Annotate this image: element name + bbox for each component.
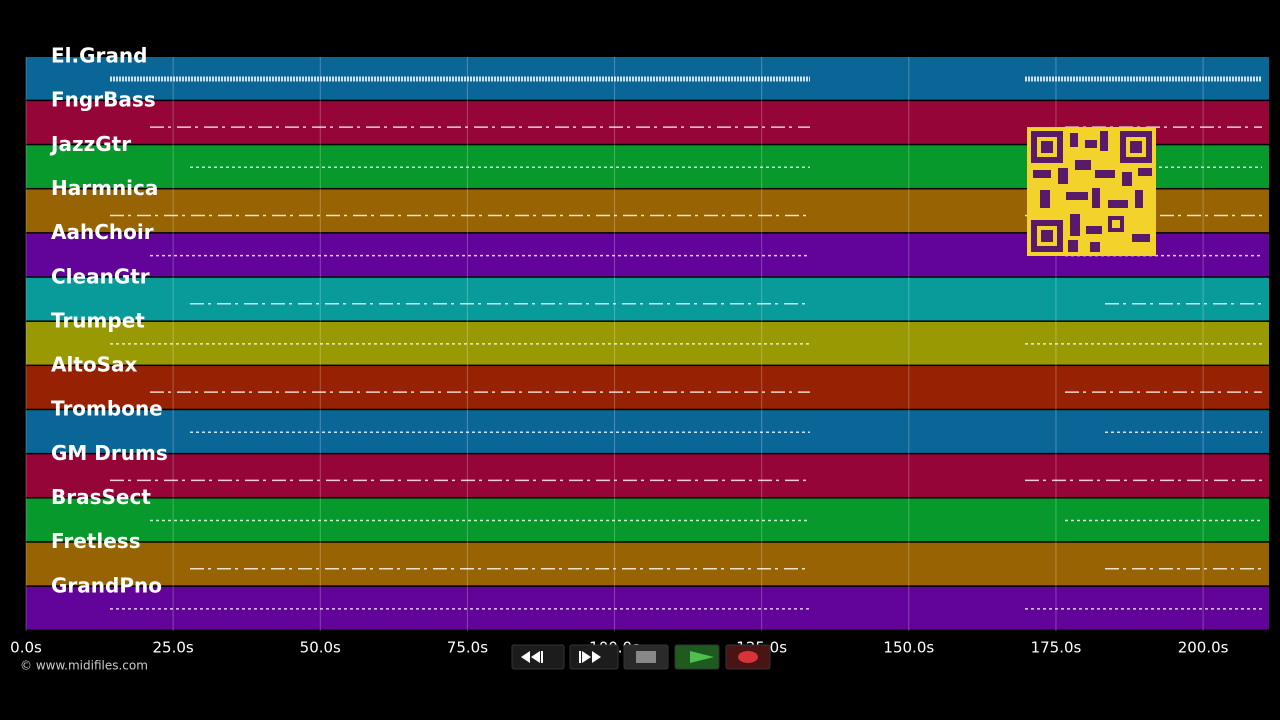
track-band bbox=[26, 277, 1269, 321]
track-band bbox=[26, 542, 1269, 586]
x-tick-label: 50.0s bbox=[300, 639, 341, 657]
copyright: © www.midifiles.com bbox=[20, 659, 148, 673]
transport-controls bbox=[511, 644, 771, 670]
fast-forward-button[interactable] bbox=[569, 644, 619, 670]
x-tick-label: 175.0s bbox=[1031, 639, 1082, 657]
track-name: AltoSax bbox=[51, 353, 138, 377]
track-name: Fretless bbox=[51, 529, 141, 553]
x-tick-label: 200.0s bbox=[1178, 639, 1229, 657]
track-name: AahChoir bbox=[51, 220, 154, 244]
track-name: GM Drums bbox=[51, 441, 168, 465]
track-name: Harmnica bbox=[51, 176, 158, 200]
track-name: CleanGtr bbox=[51, 264, 150, 288]
track-name: Trumpet bbox=[51, 308, 145, 332]
track-band bbox=[26, 366, 1269, 409]
track-name: FngrBass bbox=[51, 88, 156, 112]
play-button[interactable] bbox=[674, 644, 720, 670]
track-name: Trombone bbox=[51, 397, 163, 421]
x-tick-label: 25.0s bbox=[153, 639, 194, 657]
x-tick-label: 75.0s bbox=[447, 639, 488, 657]
rewind-button[interactable] bbox=[511, 644, 565, 670]
x-tick-label: 150.0s bbox=[883, 639, 934, 657]
track-name: JazzGtr bbox=[49, 132, 131, 156]
record-button[interactable] bbox=[725, 644, 771, 670]
track-band bbox=[26, 454, 1269, 498]
track-name: GrandPno bbox=[51, 573, 162, 597]
x-tick-label: 0.0s bbox=[10, 639, 42, 657]
track-band bbox=[26, 498, 1269, 542]
track-name: BrasSect bbox=[51, 485, 151, 509]
stop-button[interactable] bbox=[623, 644, 669, 670]
track-name: El.Grand bbox=[51, 44, 147, 68]
qr-code bbox=[1027, 127, 1156, 256]
